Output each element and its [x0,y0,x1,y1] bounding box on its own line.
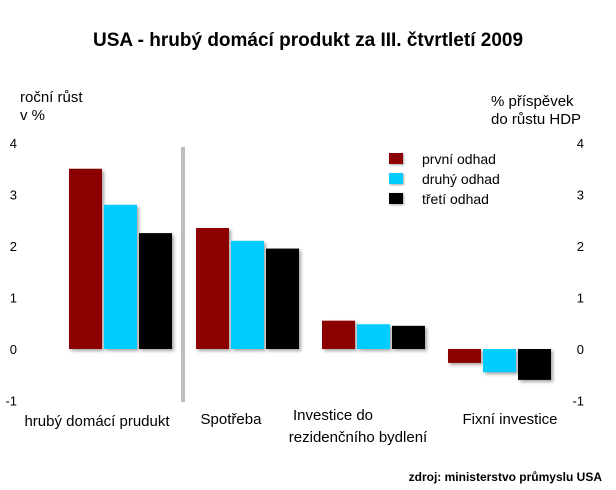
legend-swatch-2 [389,173,403,184]
y-tick-left-1: 3 [10,188,17,203]
bar-1-4 [448,349,481,363]
source-note: zdroj: ministerstvo průmyslu USA [408,470,602,484]
category-label-4-1: Fixní investice [462,411,557,428]
y-tick-right-3: 1 [577,291,584,306]
legend-swatch-1 [389,153,403,164]
category-label-3-1: Investice do [293,407,373,424]
y-tick-left-2: 2 [10,239,17,254]
bar-2-3 [357,324,390,349]
bar-1-3 [322,320,355,349]
y-axis-label-right-line-1: % příspěvek [491,93,574,110]
bar-3-4 [518,349,551,380]
legend-label-3: třetí odhad [422,191,489,207]
legend-label-1: první odhad [422,151,496,167]
y-tick-left-3: 1 [10,291,17,306]
y-tick-left-4: 0 [10,342,17,357]
y-axis-label-right-line-2: do růstu HDP [491,111,582,128]
y-tick-right-0: 4 [577,136,584,151]
category-label-3-2: rezidenčního bydlení [289,429,428,446]
category-label-2-1: Spotřeba [201,411,263,428]
category-label-1-1: hrubý domácí prudukt [24,413,170,430]
y-tick-right-5: -1 [572,394,584,409]
y-tick-right-4: 0 [577,342,584,357]
legend-label-2: druhý odhad [422,171,500,187]
y-tick-left-5: -1 [5,394,17,409]
bar-1-1 [69,168,102,349]
bar-3-2 [266,248,299,349]
y-tick-right-2: 2 [577,239,584,254]
chart-title: USA - hrubý domácí produkt za III. čtvrt… [92,30,524,51]
bar-2-4 [483,349,516,373]
y-tick-right-1: 3 [577,188,584,203]
bar-2-2 [231,240,264,349]
bar-1-2 [196,227,229,349]
y-axis-label-left-line-1: roční růst [20,89,83,106]
bar-3-1 [139,233,172,349]
y-tick-left-0: 4 [10,136,17,151]
legend-swatch-3 [389,193,403,204]
bar-3-3 [392,325,425,349]
bar-2-1 [104,204,137,349]
y-axis-label-left-line-2: v % [20,107,46,124]
